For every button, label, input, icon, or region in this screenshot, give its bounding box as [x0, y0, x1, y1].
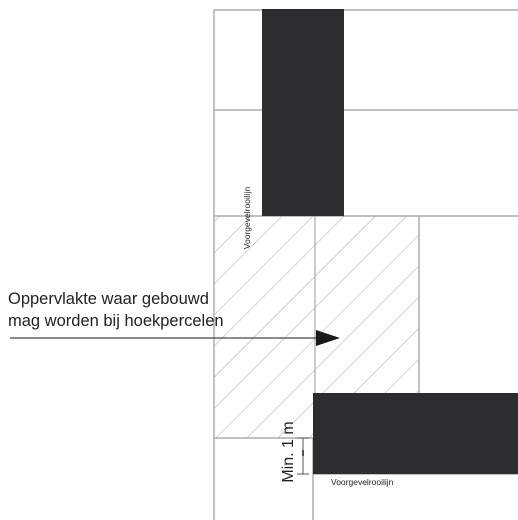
- min-distance-label: Min. 1 m: [280, 421, 297, 483]
- area-description-line-1: Oppervlakte waar gebouwd: [8, 290, 209, 308]
- min-distance-dimension: [297, 437, 309, 475]
- area-description-label: Oppervlakte waar gebouwd mag worden bij …: [8, 288, 224, 332]
- pointer-arrow: [10, 330, 340, 346]
- area-description-line-2: mag worden bij hoekpercelen: [8, 312, 224, 330]
- building-top: [262, 9, 344, 216]
- building-bottom: [313, 393, 518, 474]
- facade-line-label-horizontal: Voorgevelrooilijn: [331, 477, 394, 487]
- facade-line-label-vertical: Voorgevelrooilijn: [242, 186, 252, 250]
